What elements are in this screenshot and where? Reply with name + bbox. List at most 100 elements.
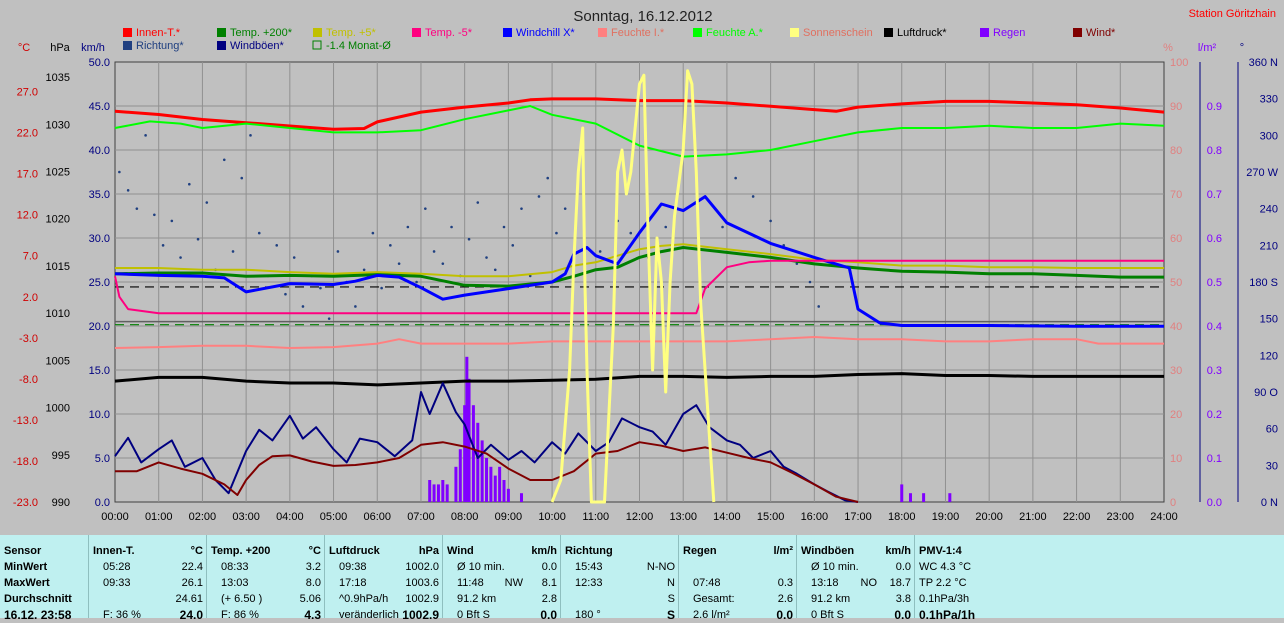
rain-bar	[454, 466, 458, 502]
y-tick-wind: 5.0	[95, 453, 110, 465]
stats-header: Sensor	[4, 545, 42, 557]
direction-point	[406, 225, 410, 229]
direction-point	[135, 207, 139, 210]
y-tick-dir: 270 W	[1246, 167, 1278, 179]
direction-point	[362, 268, 366, 272]
direction-point	[769, 219, 772, 223]
x-tick-label: 14:00	[713, 511, 741, 523]
grid-lines	[115, 62, 1164, 502]
y-tick-rain: 0.2	[1207, 409, 1222, 421]
direction-point	[275, 244, 279, 247]
y-tick-press: 1010	[46, 308, 70, 320]
x-tick-label: 03:00	[232, 511, 260, 523]
x-tick-label: 08:00	[451, 511, 479, 523]
x-tick-label: 06:00	[363, 511, 391, 523]
legend-swatch	[790, 28, 799, 37]
direction-point	[511, 244, 515, 247]
stats-col-richtung: Richtung 15:43 N-NO 12:33 N S 180 ° S	[560, 535, 679, 622]
series-line-windchill-x-	[114, 195, 1164, 328]
stats-row: F: 36 % 24.0	[103, 608, 203, 622]
y-tick-dir: 240	[1260, 204, 1278, 216]
x-tick-label: 16:00	[801, 511, 829, 523]
stats-label-current: 16.12. 23:58	[4, 608, 72, 622]
y-tick-wind: 30.0	[89, 233, 110, 245]
direction-point	[424, 207, 427, 210]
y-tick-dir: 210	[1260, 240, 1278, 252]
direction-point	[257, 231, 261, 235]
y-tick-press: 1015	[46, 261, 70, 273]
x-tick-label: 05:00	[320, 511, 348, 523]
direction-point	[664, 225, 668, 229]
y-tick-hum: 70	[1170, 189, 1182, 201]
y-tick-dir: 300	[1260, 130, 1278, 142]
station-name: Station Göritzhain	[1189, 8, 1276, 20]
stats-row: 09:38 1002.0	[339, 561, 439, 573]
y-tick-hum: 40	[1170, 321, 1182, 333]
stats-col-header: Luftdruck hPa	[329, 545, 439, 557]
stats-col-regen: Regen l/m² 07:48 0.3 Gesamt: 2.6 2.6 l/m² 0.0	[678, 535, 797, 622]
series-line-luftdruck-	[114, 372, 1164, 387]
legend-item: -1.4 Monat-Ø	[312, 40, 391, 52]
stats-col-header: Richtung	[565, 545, 613, 557]
direction-point	[415, 280, 418, 284]
y-tick-rain: 0.1	[1207, 453, 1222, 465]
stats-col-wind: Wind km/h Ø 10 min. 0.0 11:48 NW 8.1 91.2 km 2.8…	[442, 535, 561, 622]
stats-row: 17:18 1003.6	[339, 577, 439, 589]
x-tick-label: 18:00	[888, 511, 916, 523]
direction-point	[389, 244, 392, 247]
rain-bar	[502, 480, 506, 502]
direction-point	[231, 250, 235, 253]
y-tick-press: 1030	[46, 119, 70, 131]
x-tick-label: 09:00	[495, 511, 523, 523]
series-line-wind-	[115, 441, 859, 503]
direction-point	[179, 256, 182, 259]
legend-item: Innen-T.*	[123, 27, 181, 39]
y-tick-press: 1035	[46, 72, 70, 84]
direction-point	[598, 250, 602, 253]
stats-row: 91.2 km 3.8	[811, 593, 911, 605]
x-tick-label: 01:00	[145, 511, 173, 523]
y-tick-press: 995	[52, 450, 70, 462]
legend-label: Temp. -5*	[425, 27, 473, 39]
direction-point	[751, 195, 755, 198]
direction-point	[292, 256, 296, 259]
series-line-feuchte-i-	[114, 336, 1164, 349]
legend-swatch	[1073, 28, 1082, 37]
y-tick-temp: -3.0	[19, 333, 38, 345]
axis-ticks: 00:00 01:00 02:00 03:00 04:00 05:00 06:00 07:00…	[13, 57, 1279, 523]
stats-col-header: Innen-T. °C	[93, 545, 203, 557]
series-lines	[114, 69, 1165, 504]
rain-bar	[900, 484, 904, 502]
legend-swatch	[693, 28, 702, 37]
stats-row: 13:18 NO 18.7	[811, 577, 911, 589]
x-tick-label: 21:00	[1019, 511, 1047, 523]
y-tick-rain: 0.0	[1207, 497, 1222, 509]
direction-point	[188, 182, 191, 186]
stats-col-innen: Innen-T. °C 05:28 22.4 09:33 26.1 24.61 F: 36 %…	[88, 535, 207, 622]
direction-point	[537, 195, 541, 198]
y-tick-dir: 180 S	[1249, 277, 1278, 289]
direction-point	[734, 176, 737, 180]
direction-point	[563, 207, 567, 210]
rain-bar	[436, 484, 440, 502]
direction-point	[249, 134, 252, 137]
axis-unit-temp: °C	[18, 42, 30, 54]
legend-label: Temp. +200*	[230, 27, 293, 39]
y-tick-hum: 50	[1170, 277, 1182, 289]
y-tick-hum: 0	[1170, 497, 1176, 509]
stats-row: 91.2 km 2.8	[457, 593, 557, 605]
direction-point	[467, 237, 471, 241]
rain-bar	[428, 480, 432, 502]
series-line-temp-5-	[114, 259, 1164, 315]
direction-point	[205, 201, 209, 204]
x-tick-label: 22:00	[1063, 511, 1091, 523]
direction-point	[118, 170, 121, 174]
x-tick-label: 02:00	[189, 511, 217, 523]
stats-row: 0.1hPa/3h	[919, 593, 970, 605]
direction-point	[808, 280, 812, 284]
y-tick-temp: -18.0	[13, 456, 38, 468]
stats-label-max: MaxWert	[4, 577, 50, 589]
direction-point	[354, 305, 357, 308]
stats-row: 11:48 NW 8.1	[457, 577, 557, 589]
legend-item: Temp. +200*	[217, 27, 293, 39]
